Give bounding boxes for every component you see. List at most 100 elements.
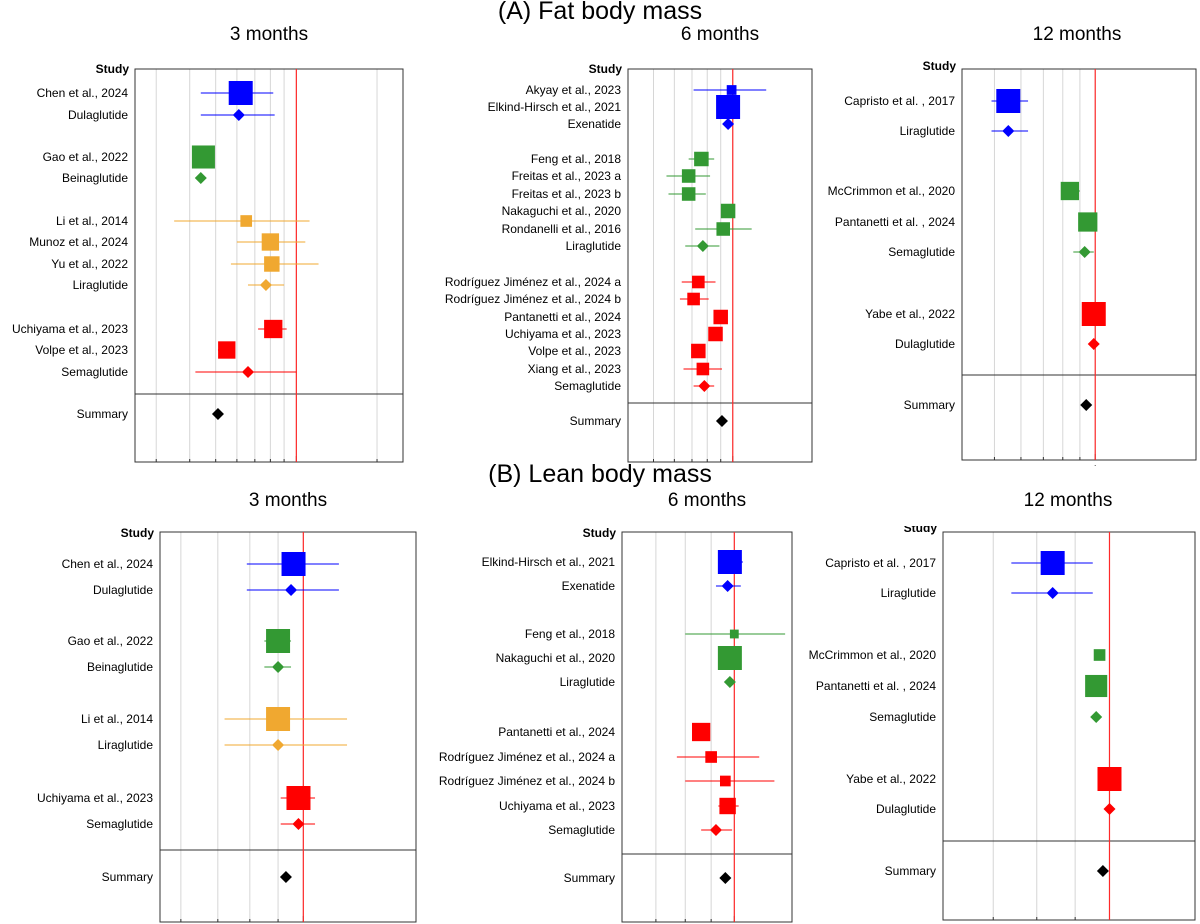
row-label-freitas-et-al-2023-b: Freitas et al., 2023 b [512,187,622,201]
study-estimate-square [996,89,1021,113]
plot-frame [621,531,793,923]
row-label-gao-et-al-2022: Gao et al., 2022 [68,634,154,648]
subtotal-diamond [194,172,207,184]
subtotal-diamond [272,661,285,673]
study-estimate-square [228,81,253,105]
forest-plot-fat-3-months: 1 Study Chen et al., 2024 Dulaglutide Gao et… [12,62,404,466]
row-label-yabe-et-al-2022: Yabe et al., 2022 [865,307,955,321]
row-label-summary: Summary [102,870,153,884]
study-column-header: Study [121,526,155,540]
row-label-liraglutide: Liraglutide [881,586,937,600]
row-label-summary: Summary [564,871,615,885]
row-label-uchiyama-et-al-2023: Uchiyama et al., 2023 [12,322,128,336]
row-label-rodriguez-jimenez-et-al-2024-b: Rodríguez Jiménez et al., 2024 b [445,292,621,306]
study-estimate-square [719,797,736,815]
row-label-nakaguchi-et-al-2020: Nakaguchi et al., 2020 [496,651,616,665]
subtotal-diamond [698,380,711,392]
row-label-gao-et-al-2022: Gao et al., 2022 [43,150,129,164]
row-label-yabe-et-al-2022: Yabe et al., 2022 [846,772,936,786]
study-estimate-square [705,751,717,763]
study-estimate-square [692,275,705,289]
study-estimate-square [692,722,711,742]
row-label-freitas-et-al-2023-a: Freitas et al., 2023 a [512,169,622,183]
plot-frame [134,68,404,463]
forest-plot-fat-6-months: 1 Study Akyay et al., 2023 Elkind-Hirsch et… [445,62,813,466]
study-column-header: Study [923,60,957,73]
row-label-beinaglutide: Beinaglutide [62,171,128,185]
study-estimate-square [696,362,710,376]
x-tick-label: 1 [729,465,736,466]
study-estimate-square [713,309,728,325]
row-label-beinaglutide: Beinaglutide [87,660,153,674]
row-label-liraglutide: Liraglutide [900,124,956,138]
study-estimate-square [218,341,236,359]
section-title-lean-body-mass: (B) Lean body mass [488,460,712,488]
row-label-liraglutide: Liraglutide [98,738,154,752]
row-label-munoz-et-al-2024: Munoz et al., 2024 [29,235,128,249]
panel-title-lean-6-months: 6 months [667,490,747,511]
plot-frame [627,68,813,463]
study-estimate-square [286,786,311,810]
study-estimate-square [1040,551,1065,575]
subtotal-diamond [1046,587,1059,599]
row-label-chen-et-al-2024: Chen et al., 2024 [62,557,154,571]
study-estimate-square [729,629,739,639]
panel-title-lean-3-months: 3 months [248,490,328,511]
panel-title-lean-12-months: 12 months [1023,490,1113,511]
x-tick-label: 1 [293,465,300,466]
row-label-uchiyama-et-al-2023: Uchiyama et al., 2023 [499,799,615,813]
study-column-header: Study [589,62,623,76]
row-label-semaglutide: Semaglutide [554,379,621,393]
row-label-pantanetti-et-al-2024: Pantanetti et al. , 2024 [816,679,936,693]
subtotal-diamond [721,580,734,592]
row-label-elkind-hirsch-et-al-2021: Elkind-Hirsch et al., 2021 [482,555,616,569]
subtotal-diamond [232,109,245,121]
subtotal-diamond [722,118,735,130]
row-label-liraglutide: Liraglutide [560,675,616,689]
study-estimate-square [716,95,741,119]
row-label-summary: Summary [77,407,128,421]
study-estimate-square [1097,767,1122,791]
study-estimate-square [240,215,253,227]
row-label-uchiyama-et-al-2023: Uchiyama et al., 2023 [505,327,621,341]
row-label-feng-et-al-2018: Feng et al., 2018 [531,152,621,166]
row-label-rondanelli-et-al-2016: Rondanelli et al., 2016 [502,222,622,236]
row-label-semaglutide: Semaglutide [548,823,615,837]
row-label-rodriguez-jimenez-et-al-2024-a: Rodríguez Jiménez et al., 2024 a [445,275,621,289]
study-estimate-square [719,775,731,787]
row-label-chen-et-al-2024: Chen et al., 2024 [37,86,129,100]
subtotal-diamond [259,279,272,291]
row-label-volpe-et-al-2023: Volpe et al., 2023 [35,343,128,357]
row-label-li-et-al-2014: Li et al., 2014 [81,712,153,726]
study-estimate-square [191,145,215,169]
row-label-volpe-et-al-2023: Volpe et al., 2023 [528,344,621,358]
subtotal-diamond [1090,711,1103,723]
study-estimate-square [691,343,706,359]
row-label-exenatide: Exenatide [562,579,616,593]
row-label-dulaglutide: Dulaglutide [895,337,955,351]
subtotal-diamond [723,676,736,688]
summary-diamond [719,872,732,884]
study-estimate-square [708,326,723,342]
study-estimate-square [681,169,696,183]
row-label-dulaglutide: Dulaglutide [93,583,153,597]
subtotal-diamond [292,818,305,830]
row-label-pantanetti-et-al-2024: Pantanetti et al. , 2024 [835,215,955,229]
study-estimate-square [720,203,736,219]
row-label-nakaguchi-et-al-2020: Nakaguchi et al., 2020 [502,204,622,218]
row-label-semaglutide: Semaglutide [61,365,128,379]
row-label-liraglutide: Liraglutide [566,239,622,253]
row-label-semaglutide: Semaglutide [888,245,955,259]
study-estimate-square [1081,302,1106,326]
row-label-summary: Summary [885,864,936,878]
plot-frame [159,531,417,923]
row-label-pantanetti-et-al-2024: Pantanetti et al., 2024 [504,310,621,324]
forest-plot-lean-6-months: 1StudyElkind-Hirsch et al., 2021Exenatid… [439,526,793,923]
subtotal-diamond [272,739,285,751]
forest-plot-lean-12-months: 1StudyCapristo et al. , 2017LiraglutideM… [809,526,1196,924]
row-label-mccrimmon-et-al-2020: McCrimmon et al., 2020 [828,184,956,198]
row-label-capristo-et-al-2017: Capristo et al. , 2017 [844,94,955,108]
study-column-header: Study [96,62,130,76]
summary-diamond [715,415,728,427]
